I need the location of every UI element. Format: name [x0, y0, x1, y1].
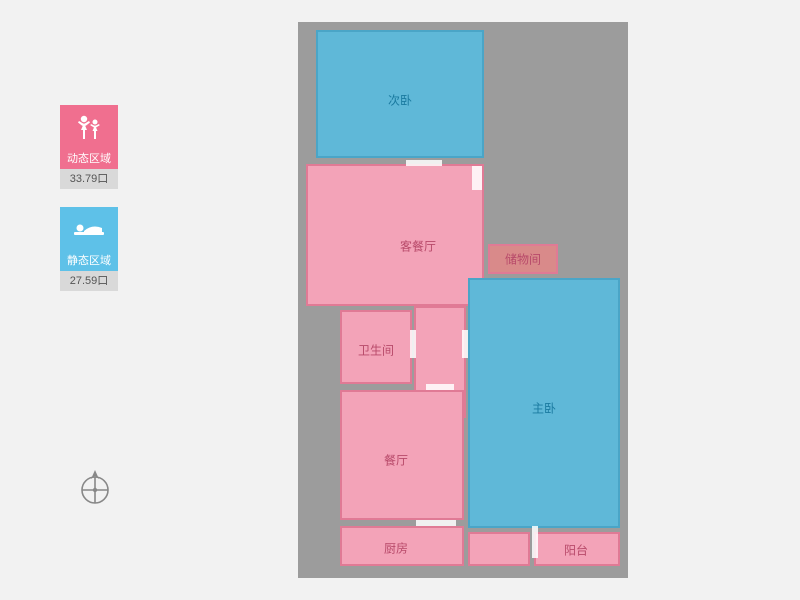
- floorplan: 次卧客餐厅储物间卫生间主卧餐厅厨房 阳台: [298, 22, 628, 578]
- people-icon: [60, 105, 118, 149]
- door-0: [406, 160, 442, 166]
- door-3: [410, 330, 416, 358]
- room-living_dining: [306, 164, 484, 306]
- room-label-living_dining: 客餐厅: [400, 238, 436, 255]
- door-6: [532, 526, 538, 558]
- room-label-balcony: 阳台: [564, 542, 588, 559]
- door-5: [416, 520, 456, 526]
- door-1: [472, 166, 482, 190]
- sleep-icon: [60, 207, 118, 251]
- legend: 动态区域 33.79口 静态区域 27.59口: [60, 105, 118, 309]
- room-label-bathroom: 卫生间: [358, 342, 394, 359]
- floorplan-inner: 次卧客餐厅储物间卫生间主卧餐厅厨房 阳台: [306, 30, 620, 570]
- legend-dynamic: 动态区域 33.79口: [60, 105, 118, 189]
- legend-dynamic-value: 33.79口: [60, 169, 118, 189]
- legend-static-value: 27.59口: [60, 271, 118, 291]
- compass-icon: [75, 468, 115, 508]
- room-label-storage: 储物间: [505, 251, 541, 268]
- legend-static-title: 静态区域: [60, 251, 118, 271]
- legend-dynamic-title: 动态区域: [60, 149, 118, 169]
- room-label-kitchen: 厨房: [384, 540, 408, 557]
- legend-static: 静态区域 27.59口: [60, 207, 118, 291]
- room-label-master_bedroom: 主卧: [532, 400, 556, 417]
- room-label-dining: 餐厅: [384, 452, 408, 469]
- room-balcony_l: [468, 532, 530, 566]
- room-label-secondary_bedroom: 次卧: [388, 92, 412, 109]
- door-4: [462, 330, 468, 358]
- door-2: [426, 384, 454, 390]
